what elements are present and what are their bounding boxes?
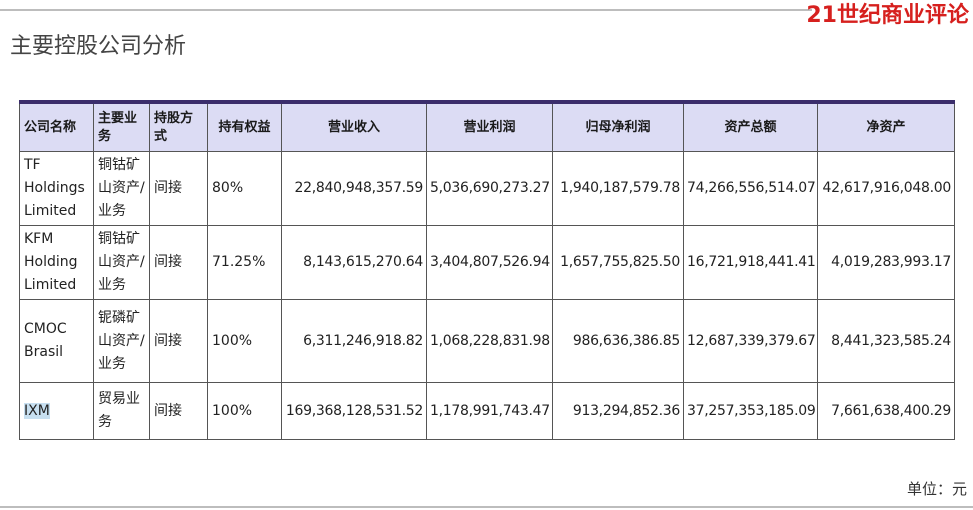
brand-logo: 21世纪商业评论: [806, 3, 969, 28]
header-total-assets: 资产总额: [683, 100, 818, 152]
header-business: 主要业务: [93, 100, 150, 152]
cell-total-assets: 12,687,339,379.67: [683, 299, 818, 383]
header-company: 公司名称: [19, 100, 94, 152]
cell-holding-type: 间接: [149, 151, 208, 226]
cell-business: 铜钴矿山资产/业务: [93, 151, 150, 226]
cell-revenue: 6,311,246,918.82: [281, 299, 427, 383]
table-row: KFM Holding Limited 铜钴矿山资产/业务 间接 71.25% …: [19, 225, 955, 300]
page-title: 主要控股公司分析: [10, 34, 187, 59]
cell-company: KFM Holding Limited: [19, 225, 94, 300]
table-row: CMOC Brasil 铌磷矿山资产/业务 间接 100% 6,311,246,…: [19, 299, 955, 383]
header-holding-type: 持股方式: [149, 100, 208, 152]
cell-total-assets: 16,721,918,441.41: [683, 225, 818, 300]
cell-business: 铌磷矿山资产/业务: [93, 299, 150, 383]
cell-equity: 100%: [207, 382, 282, 440]
cell-net-assets: 7,661,638,400.29: [817, 382, 955, 440]
cell-equity: 80%: [207, 151, 282, 226]
highlighted-company: IXM: [24, 402, 50, 419]
top-rule: [0, 9, 812, 11]
table-row: TF Holdings Limited 铜钴矿山资产/业务 间接 80% 22,…: [19, 151, 955, 226]
cell-equity: 100%: [207, 299, 282, 383]
cell-company: IXM: [19, 382, 94, 440]
cell-business: 贸易业务: [93, 382, 150, 440]
cell-operating-profit: 1,178,991,743.47: [426, 382, 553, 440]
cell-net-profit: 986,636,386.85: [552, 299, 684, 383]
cell-total-assets: 74,266,556,514.07: [683, 151, 818, 226]
cell-company: CMOC Brasil: [19, 299, 94, 383]
header-net-profit: 归母净利润: [552, 100, 684, 152]
unit-note: 单位：元: [906, 480, 967, 498]
table-header-row: 公司名称 主要业务 持股方式 持有权益 营业收入 营业利润 归母净利润 资产总额…: [19, 100, 955, 152]
cell-company: TF Holdings Limited: [19, 151, 94, 226]
cell-net-assets: 4,019,283,993.17: [817, 225, 955, 300]
cell-net-profit: 913,294,852.36: [552, 382, 684, 440]
cell-total-assets: 37,257,353,185.09: [683, 382, 818, 440]
cell-operating-profit: 3,404,807,526.94: [426, 225, 553, 300]
cell-business: 铜钴矿山资产/业务: [93, 225, 150, 300]
cell-holding-type: 间接: [149, 225, 208, 300]
cell-revenue: 22,840,948,357.59: [281, 151, 427, 226]
bottom-rule: [0, 506, 973, 508]
table-row: IXM 贸易业务 间接 100% 169,368,128,531.52 1,17…: [19, 382, 955, 440]
header-equity: 持有权益: [207, 100, 282, 152]
cell-revenue: 169,368,128,531.52: [281, 382, 427, 440]
holdings-table: 公司名称 主要业务 持股方式 持有权益 营业收入 营业利润 归母净利润 资产总额…: [19, 100, 955, 440]
cell-holding-type: 间接: [149, 382, 208, 440]
cell-equity: 71.25%: [207, 225, 282, 300]
header-revenue: 营业收入: [281, 100, 427, 152]
header-operating-profit: 营业利润: [426, 100, 553, 152]
cell-operating-profit: 1,068,228,831.98: [426, 299, 553, 383]
cell-net-assets: 42,617,916,048.00: [817, 151, 955, 226]
cell-net-assets: 8,441,323,585.24: [817, 299, 955, 383]
cell-operating-profit: 5,036,690,273.27: [426, 151, 553, 226]
cell-net-profit: 1,657,755,825.50: [552, 225, 684, 300]
header-net-assets: 净资产: [817, 100, 955, 152]
cell-revenue: 8,143,615,270.64: [281, 225, 427, 300]
cell-net-profit: 1,940,187,579.78: [552, 151, 684, 226]
cell-holding-type: 间接: [149, 299, 208, 383]
